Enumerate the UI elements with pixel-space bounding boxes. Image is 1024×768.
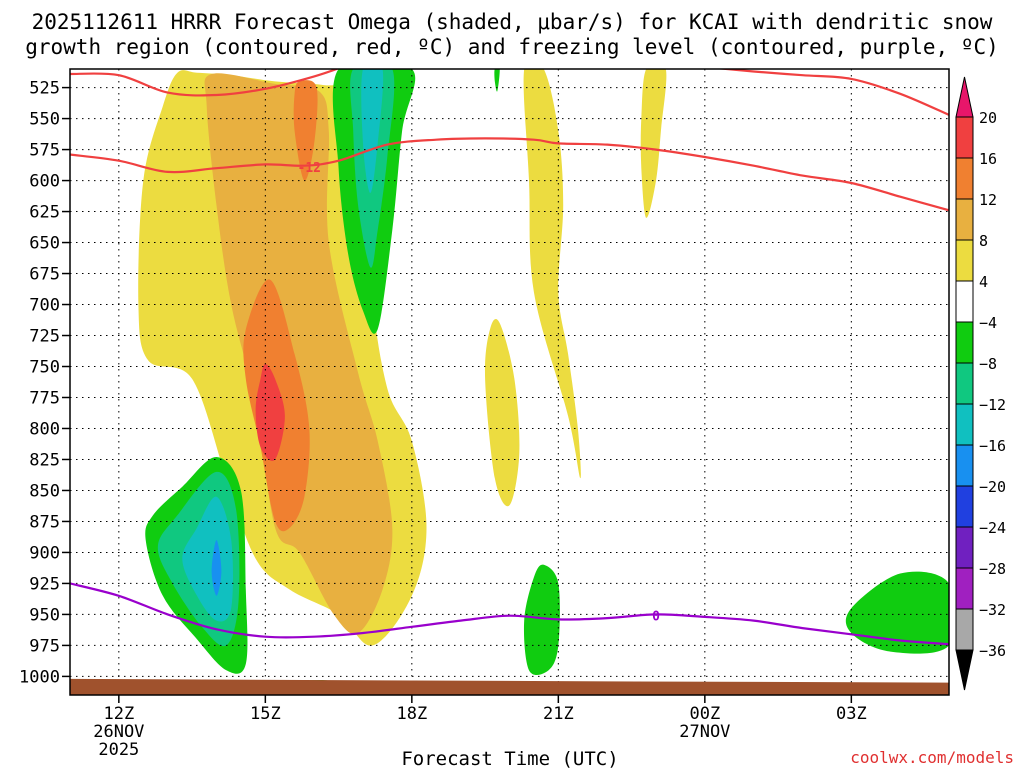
colorbar-swatch-10 bbox=[955, 485, 974, 528]
y-tick-label-575: 575 bbox=[29, 141, 60, 161]
omega-region-8 bbox=[204, 73, 393, 635]
colorbar-label-11: −28 bbox=[979, 560, 1006, 578]
plot-frame bbox=[69, 68, 950, 696]
y-tick-label-925: 925 bbox=[29, 574, 60, 594]
omega-region-4 bbox=[484, 318, 520, 507]
freezing-level-contour-label: 0 bbox=[652, 610, 660, 625]
x-tick-label-15Z: 15Z bbox=[250, 704, 281, 724]
y-tick-label-550: 550 bbox=[29, 110, 60, 130]
colorbar: 20 16 12 8 4 −4 −8 −12 −16 −20 −24 −28 −32 −36 bbox=[955, 76, 1006, 691]
terrain bbox=[70, 678, 949, 695]
colorbar-swatch-1 bbox=[955, 116, 974, 159]
colorbar-swatch-3 bbox=[955, 198, 974, 241]
omega-region--16 bbox=[211, 540, 222, 596]
y-tick-label-750: 750 bbox=[29, 358, 60, 378]
colorbar-swatch-11 bbox=[955, 526, 974, 569]
omega-region--4 bbox=[523, 564, 560, 675]
y-tick-label-600: 600 bbox=[29, 172, 60, 192]
dgz-contour-2 bbox=[70, 69, 340, 97]
colorbar-swatch-7 bbox=[955, 362, 974, 405]
colorbar-label-3: 8 bbox=[979, 232, 988, 250]
y-tick-label-1000: 1000 bbox=[19, 667, 60, 687]
y-tick-label-525: 525 bbox=[29, 79, 60, 99]
colorbar-label-0: 20 bbox=[979, 109, 997, 127]
colorbar-label-8: −16 bbox=[979, 437, 1006, 455]
omega-region--4 bbox=[845, 571, 949, 654]
y-tick-label-800: 800 bbox=[29, 419, 60, 439]
contours: -12 0 bbox=[70, 69, 949, 646]
colorbar-label-9: −20 bbox=[979, 478, 1006, 496]
omega-shading bbox=[138, 69, 949, 687]
omega-region-16 bbox=[255, 364, 285, 461]
y-tick-label-850: 850 bbox=[29, 481, 60, 501]
y-tick-label-950: 950 bbox=[29, 605, 60, 625]
colorbar-label-4: 4 bbox=[979, 273, 988, 291]
dgz-contour-1-label: -12 bbox=[298, 161, 321, 176]
colorbar-label-10: −24 bbox=[979, 519, 1006, 537]
y-tick-label-725: 725 bbox=[29, 327, 60, 347]
gridlines bbox=[70, 69, 949, 695]
colorbar-swatch-2 bbox=[955, 157, 974, 200]
omega-region--12 bbox=[182, 496, 233, 622]
x-tick-year-12Z: 2025 bbox=[98, 740, 139, 760]
colorbar-swatch-6 bbox=[955, 321, 974, 364]
x-tick-label-21Z: 21Z bbox=[543, 704, 574, 724]
omega-region-12 bbox=[293, 80, 318, 181]
y-tick-label-900: 900 bbox=[29, 543, 60, 563]
y-tick-label-975: 975 bbox=[29, 636, 60, 656]
colorbar-label-6: −8 bbox=[979, 355, 997, 373]
colorbar-label-2: 12 bbox=[979, 191, 997, 209]
credit-text: coolwx.com/models bbox=[850, 748, 1014, 767]
y-tick-label-650: 650 bbox=[29, 234, 60, 254]
y-tick-label-700: 700 bbox=[29, 296, 60, 316]
colorbar-label-7: −12 bbox=[979, 396, 1006, 414]
omega-region-4 bbox=[523, 69, 581, 479]
y-tick-label-625: 625 bbox=[29, 203, 60, 223]
y-tick-label-825: 825 bbox=[29, 450, 60, 470]
dgz-contour-3 bbox=[714, 69, 949, 116]
x-tick-label-12Z: 12Z bbox=[103, 704, 134, 724]
colorbar-label-1: 16 bbox=[979, 150, 997, 168]
freezing-level-contour bbox=[70, 582, 949, 646]
terrain-ground bbox=[70, 678, 949, 695]
x-tick-label-00Z: 00Z bbox=[689, 704, 720, 724]
colorbar-bottom-arrow bbox=[955, 649, 974, 691]
dgz-contour-1 bbox=[70, 137, 949, 212]
x-tick-label-18Z: 18Z bbox=[396, 704, 427, 724]
x-tick-label-03Z: 03Z bbox=[836, 704, 867, 724]
plot-area: -12 0 bbox=[70, 69, 949, 695]
chart-title-line2: growth region (contoured, red, ºC) and f… bbox=[25, 35, 999, 59]
colorbar-swatch-9 bbox=[955, 444, 974, 487]
colorbar-swatch-5 bbox=[955, 280, 974, 323]
y-tick-label-875: 875 bbox=[29, 512, 60, 532]
colorbar-swatch-4 bbox=[955, 239, 974, 282]
chart-title-line1: 2025112611 HRRR Forecast Omega (shaded, … bbox=[32, 10, 993, 34]
y-tick-label-775: 775 bbox=[29, 388, 60, 408]
colorbar-label-13: −36 bbox=[979, 642, 1006, 660]
y-axis: 525 550 575 600 625 650 675 700 725 750 775 800 825 8… bbox=[19, 79, 70, 687]
omega-region--12 bbox=[361, 69, 384, 193]
colorbar-label-12: −32 bbox=[979, 601, 1006, 619]
colorbar-swatch-12 bbox=[955, 567, 974, 610]
colorbar-swatch-13 bbox=[955, 608, 974, 651]
colorbar-swatch-8 bbox=[955, 403, 974, 446]
colorbar-top-arrow bbox=[955, 76, 974, 118]
x-axis-title: Forecast Time (UTC) bbox=[401, 748, 618, 768]
y-tick-label-675: 675 bbox=[29, 265, 60, 285]
omega-region--4 bbox=[494, 69, 500, 92]
x-tick-date-00Z: 27NOV bbox=[679, 722, 730, 742]
x-tick-date-12Z: 26NOV bbox=[93, 722, 144, 742]
colorbar-label-5: −4 bbox=[979, 314, 997, 332]
